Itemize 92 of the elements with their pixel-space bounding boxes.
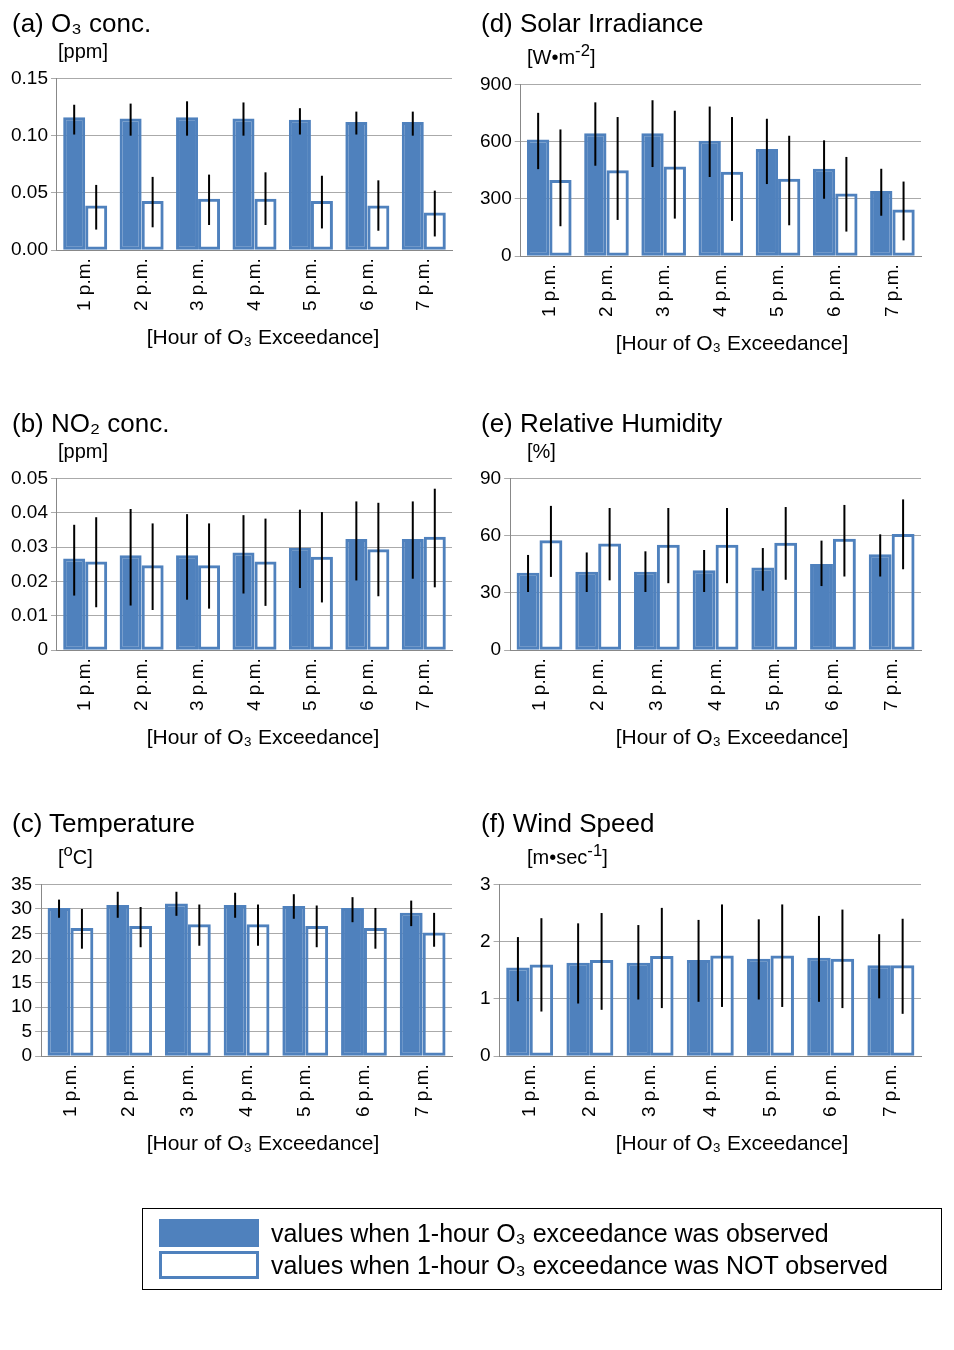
x-tick-label: 4 p.m. xyxy=(698,1063,720,1117)
x-tick-label: 6 p.m. xyxy=(823,263,845,317)
chart-title: (a) O₃ conc. xyxy=(12,8,153,38)
x-tick-label: 6 p.m. xyxy=(818,1063,840,1117)
x-tick-label: 2 p.m. xyxy=(594,263,616,317)
y-tick-label: 0.15 xyxy=(11,66,48,88)
y-tick-label: 300 xyxy=(480,186,512,208)
y-tick-label: 25 xyxy=(10,921,33,943)
y-tick-label: 0.04 xyxy=(11,500,49,522)
y-tick-label: 1 xyxy=(479,986,491,1008)
chart-title: (e) Relative Humidity xyxy=(481,408,724,438)
x-tick-label: 3 p.m. xyxy=(186,258,208,312)
x-tick-label: 7 p.m. xyxy=(880,263,902,317)
x-axis-title: [Hour of O₃ Exceedance] xyxy=(614,725,850,749)
x-tick-label: 6 p.m. xyxy=(355,258,377,312)
x-tick-label: 7 p.m. xyxy=(412,658,434,712)
y-tick-label: 0.02 xyxy=(11,569,48,591)
y-tick-label: 15 xyxy=(10,970,33,992)
y-axis-title: [W•m$^{-2}$] xyxy=(527,40,597,70)
y-tick-label: 0.00 xyxy=(11,238,48,260)
x-tick-label: 2 p.m. xyxy=(578,1063,600,1117)
chart-title: (b) NO₂ conc. xyxy=(12,408,171,438)
y-tick-label: 60 xyxy=(479,523,502,545)
x-tick-label: 2 p.m. xyxy=(586,658,608,712)
y-tick-label: 0 xyxy=(490,638,502,660)
x-tick-label: 3 p.m. xyxy=(638,1063,660,1117)
x-tick-label: 4 p.m. xyxy=(703,658,725,712)
x-tick-label: 5 p.m. xyxy=(766,263,788,317)
x-tick-label: 1 p.m. xyxy=(58,1063,80,1117)
y-tick-label: 0.10 xyxy=(11,123,48,145)
x-tick-label: 5 p.m. xyxy=(293,1063,315,1117)
x-tick-label: 1 p.m. xyxy=(73,658,95,712)
y-tick-label: 10 xyxy=(10,995,33,1017)
x-tick-label: 1 p.m. xyxy=(527,658,549,712)
y-tick-label: 0.01 xyxy=(11,604,48,626)
x-axis-title: [Hour of O₃ Exceedance] xyxy=(145,725,381,749)
x-tick-label: 7 p.m. xyxy=(412,258,434,312)
y-axis-title: [m•sec$^{-1}$] xyxy=(527,840,609,870)
x-tick-label: 4 p.m. xyxy=(242,258,264,312)
x-tick-label: 3 p.m. xyxy=(645,658,667,712)
x-axis-title: [Hour of O₃ Exceedance] xyxy=(614,330,850,355)
x-tick-label: 7 p.m. xyxy=(410,1063,432,1117)
y-axis-title: [ppm] xyxy=(58,39,110,64)
x-tick-label: 4 p.m. xyxy=(242,658,264,712)
y-tick-label: 0.05 xyxy=(11,466,48,488)
y-tick-label: 0 xyxy=(479,1044,491,1066)
y-tick-label: 0 xyxy=(21,1044,33,1066)
y-tick-label: 0 xyxy=(501,244,512,266)
x-tick-label: 3 p.m. xyxy=(176,1063,198,1117)
x-axis-title: [Hour of O₃ Exceedance] xyxy=(145,1130,381,1155)
x-tick-label: 6 p.m. xyxy=(821,658,843,712)
x-tick-label: 2 p.m. xyxy=(117,1063,139,1117)
y-tick-label: 20 xyxy=(10,945,33,967)
x-tick-label: 1 p.m. xyxy=(73,258,95,312)
y-tick-label: 0 xyxy=(37,638,48,660)
x-tick-label: 5 p.m. xyxy=(758,1063,780,1117)
x-tick-label: 2 p.m. xyxy=(129,258,151,312)
x-axis-title: [Hour of O₃ Exceedance] xyxy=(614,1130,850,1155)
y-tick-label: 5 xyxy=(21,1019,33,1041)
y-tick-label: 30 xyxy=(10,896,33,918)
y-tick-label: 0.03 xyxy=(11,535,48,557)
x-tick-label: 6 p.m. xyxy=(352,1063,374,1117)
y-tick-label: 30 xyxy=(479,581,502,603)
x-tick-label: 7 p.m. xyxy=(879,658,901,712)
y-tick-label: 0.05 xyxy=(11,181,48,203)
x-tick-label: 3 p.m. xyxy=(186,658,208,712)
y-axis-title: [%] xyxy=(527,439,557,464)
y-tick-label: 35 xyxy=(10,872,33,894)
x-tick-label: 3 p.m. xyxy=(651,263,673,317)
chart-title: (d) Solar Irradiance xyxy=(481,8,705,38)
x-tick-label: 1 p.m. xyxy=(517,1063,539,1117)
x-tick-label: 1 p.m. xyxy=(537,263,559,317)
y-axis-title: [ppm] xyxy=(58,439,110,464)
legend-label: values when 1-hour O₃ exceedance was NOT observed xyxy=(271,1250,888,1280)
x-tick-label: 5 p.m. xyxy=(299,258,321,312)
x-tick-label: 5 p.m. xyxy=(762,658,784,712)
x-tick-label: 7 p.m. xyxy=(879,1063,901,1117)
y-tick-label: 3 xyxy=(479,872,491,894)
x-tick-label: 5 p.m. xyxy=(299,658,321,712)
x-tick-label: 4 p.m. xyxy=(234,1063,256,1117)
x-tick-label: 2 p.m. xyxy=(129,658,151,712)
x-tick-label: 6 p.m. xyxy=(355,658,377,712)
y-tick-label: 600 xyxy=(480,129,512,151)
y-tick-label: 2 xyxy=(479,929,491,951)
legend-label: values when 1-hour O₃ exceedance was observed xyxy=(271,1218,829,1248)
chart-title: (f) Wind Speed xyxy=(481,808,656,838)
y-axis-title: [$^{o}$C] xyxy=(58,840,94,870)
y-tick-label: 900 xyxy=(480,72,512,94)
x-tick-label: 4 p.m. xyxy=(709,263,731,317)
y-tick-label: 90 xyxy=(479,466,502,488)
x-axis-title: [Hour of O₃ Exceedance] xyxy=(145,325,381,349)
chart-title: (c) Temperature xyxy=(12,808,197,838)
